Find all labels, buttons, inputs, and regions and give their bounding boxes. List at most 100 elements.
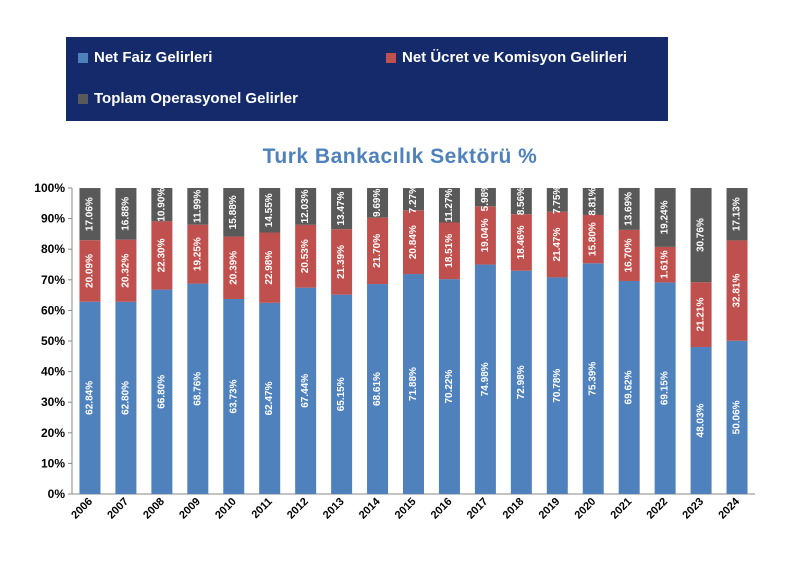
legend-swatch-net-faiz: [78, 52, 88, 63]
data-label: 21.70%: [372, 234, 383, 268]
bar-segment: [726, 340, 748, 494]
data-label: 63.73%: [228, 379, 239, 413]
data-label: 62.84%: [84, 381, 95, 415]
data-label: 71.88%: [408, 367, 419, 401]
bar-segment: [79, 188, 101, 241]
x-tick-label: 2023: [680, 496, 706, 522]
legend-item-net-faiz: Net Faiz Gelirleri: [78, 49, 212, 66]
data-label: 18.51%: [444, 234, 455, 268]
bar-segment: [295, 224, 317, 288]
bar-segment: [438, 188, 460, 223]
data-label: 65.15%: [336, 377, 347, 411]
bar-segment: [438, 222, 460, 280]
data-label: 32.81%: [732, 274, 743, 308]
bar-segment: [331, 229, 353, 295]
data-label: 15.80%: [588, 222, 599, 256]
y-tick-label: 20%: [41, 426, 65, 440]
bar-segment: [618, 280, 640, 494]
x-tick-label: 2015: [393, 496, 419, 522]
bar-segment: [403, 274, 424, 494]
data-label: 8.56%: [516, 187, 527, 215]
data-label: 9.69%: [372, 189, 383, 217]
bar-segment: [690, 188, 712, 283]
bar-segment: [474, 188, 496, 207]
bar-segment: [474, 206, 496, 265]
bar-segment: [331, 294, 353, 494]
x-tick-label: 2017: [465, 496, 491, 522]
data-label: 11.27%: [444, 188, 455, 221]
data-label: 19.25%: [192, 237, 203, 271]
bar-segment: [331, 187, 353, 230]
bar-segment: [438, 279, 460, 494]
bar-segment: [726, 188, 748, 241]
bar-segment: [367, 217, 389, 285]
bar-segment: [223, 236, 245, 299]
x-tick-label: 2009: [177, 496, 203, 522]
data-label: 5.98%: [480, 183, 491, 211]
x-tick-label: 2011: [249, 496, 274, 521]
data-label: 20.84%: [408, 225, 419, 259]
bar-segment: [582, 214, 604, 264]
bar-segment: [510, 188, 532, 215]
data-label: 16.88%: [120, 197, 131, 231]
data-label: 68.61%: [372, 372, 383, 406]
data-label: 21.21%: [696, 298, 707, 332]
data-label: 7.27%: [408, 185, 419, 213]
bar-segment: [618, 229, 640, 281]
data-label: 15.88%: [228, 195, 239, 229]
data-label: 20.09%: [84, 254, 95, 288]
data-label: 12.03%: [300, 189, 311, 223]
data-label: 69.62%: [624, 370, 635, 404]
x-tick-label: 2006: [69, 496, 95, 522]
data-label: 13.47%: [336, 192, 347, 226]
data-label: 62.80%: [120, 381, 131, 415]
data-label: 17.13%: [732, 197, 743, 231]
bar-segment: [403, 188, 424, 211]
data-label: 20.53%: [300, 239, 311, 273]
bar-segment: [115, 188, 137, 240]
data-label: 67.44%: [300, 374, 311, 408]
x-tick-label: 2010: [213, 496, 239, 522]
y-tick-label: 60%: [41, 303, 65, 317]
bar-segment: [582, 263, 604, 494]
legend-item-net-ucret: Net Ücret ve Komisyon Gelirleri: [386, 49, 627, 66]
chart-title: Turk Bankacılık Sektörü %: [262, 145, 538, 168]
bar-segment: [403, 210, 424, 275]
legend-swatch-net-ucret: [386, 52, 396, 63]
bar-segment: [546, 277, 568, 494]
bar-segment: [151, 221, 173, 290]
bar-segment: [151, 289, 173, 494]
data-label: 7.75%: [552, 186, 563, 214]
data-label: 22.98%: [264, 251, 275, 285]
bar-segment: [223, 298, 245, 494]
bar-segment: [510, 270, 532, 494]
bar-segment: [654, 246, 676, 283]
bar-segment: [259, 232, 281, 303]
x-tick-label: 2013: [321, 496, 347, 522]
bar-segment: [546, 211, 568, 278]
data-label: 8.81%: [588, 187, 599, 215]
x-tick-label: 2018: [501, 496, 527, 522]
legend-item-toplam: Toplam Operasyonel Gelirler: [78, 90, 298, 107]
data-label: 1.61%: [660, 250, 671, 278]
bar-segment: [259, 302, 281, 494]
bar-segment: [690, 347, 712, 494]
bar-segment: [690, 282, 712, 348]
legend-label-net-ucret: Net Ücret ve Komisyon Gelirleri: [402, 49, 628, 66]
data-label: 10.90%: [156, 188, 167, 222]
bar-segment: [115, 239, 137, 302]
x-tick-label: 2012: [285, 496, 311, 522]
bar-segment: [79, 301, 101, 494]
x-tick-label: 2008: [141, 496, 167, 522]
data-label: 74.98%: [480, 362, 491, 396]
data-label: 48.03%: [696, 403, 707, 437]
x-tick-label: 2014: [357, 495, 383, 521]
data-label: 11.99%: [192, 190, 203, 223]
data-label: 13.69%: [624, 192, 635, 226]
bar-segment: [510, 214, 532, 271]
bar-segment: [367, 284, 389, 494]
bar-segment: [582, 188, 604, 215]
data-label: 69.15%: [660, 371, 671, 405]
data-label: 70.78%: [552, 369, 563, 403]
